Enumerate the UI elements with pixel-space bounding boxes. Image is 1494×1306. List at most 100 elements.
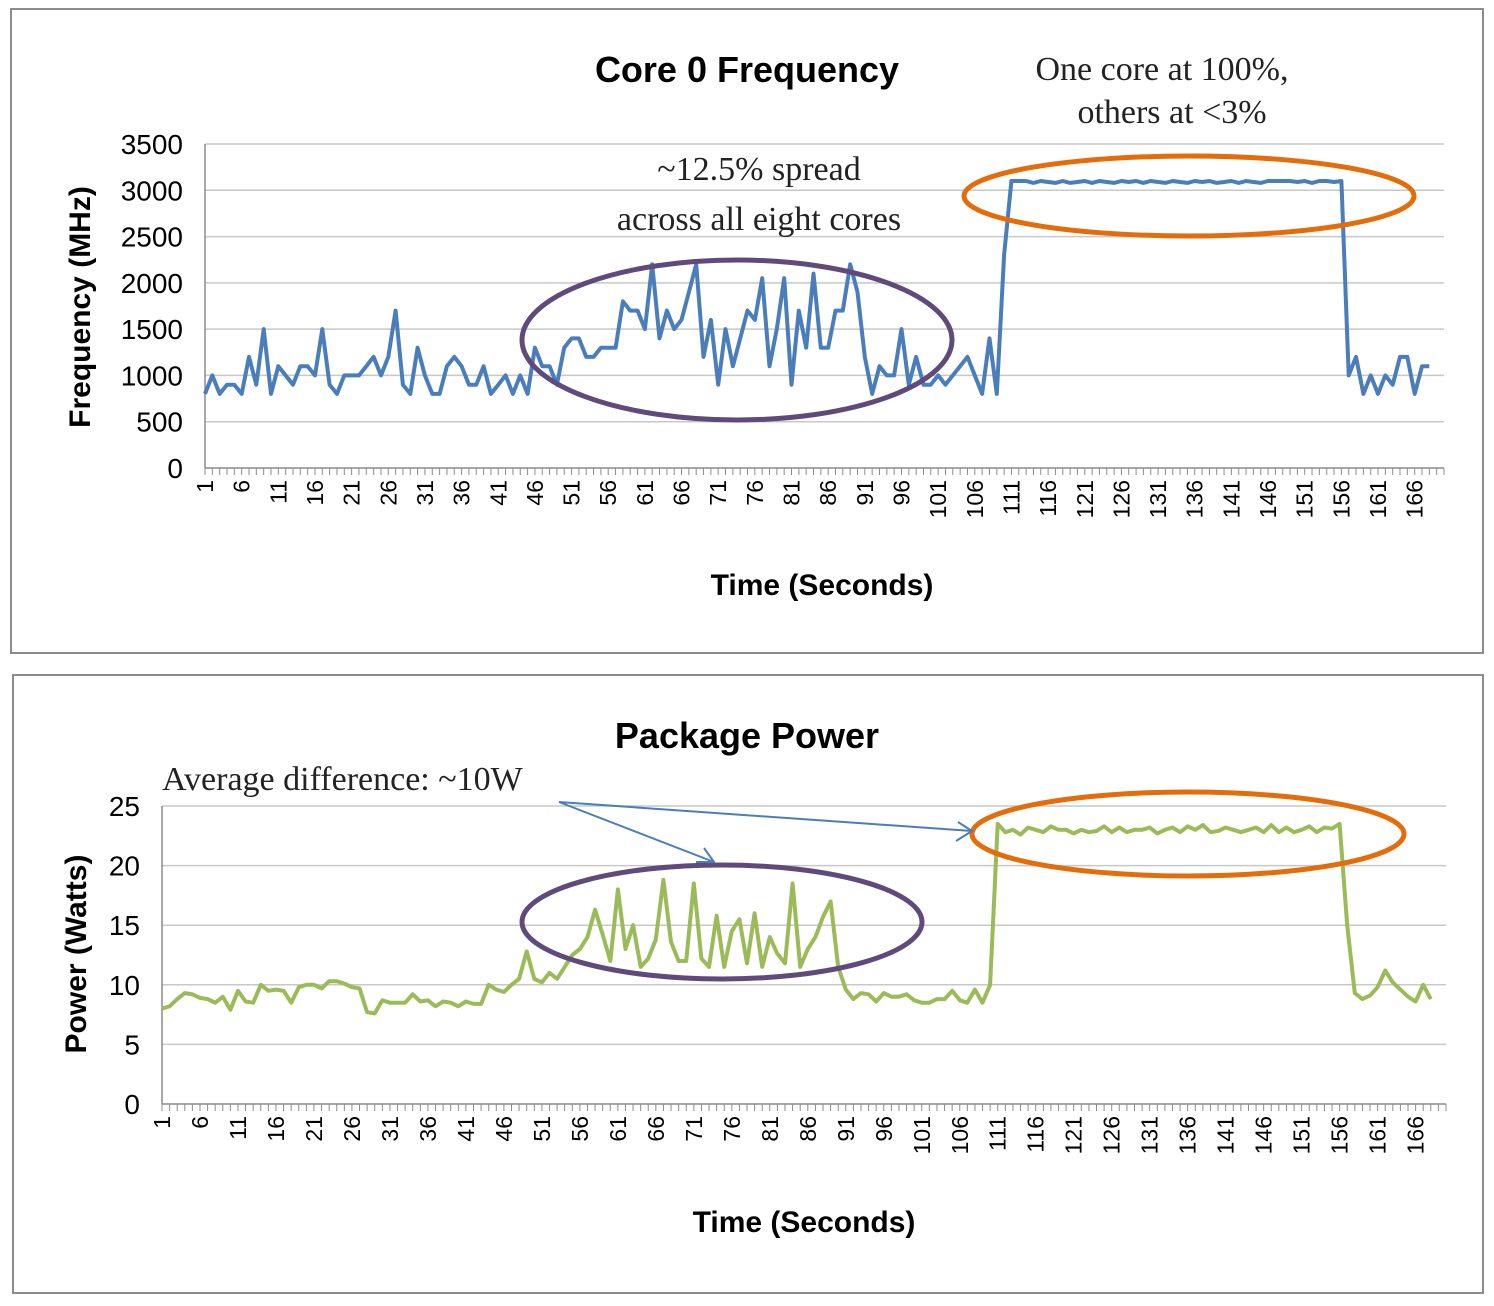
x-tick-label: 111 xyxy=(998,480,1024,515)
x-tick-label: 156 xyxy=(1327,1116,1353,1154)
power-chart: Package Power Power (Watts) Time (Second… xyxy=(60,715,1447,1239)
y-tick-label: 1000 xyxy=(121,360,183,391)
x-tick-label: 91 xyxy=(833,1116,859,1142)
x-tick-label: 21 xyxy=(301,1116,327,1142)
y-tick-label: 5 xyxy=(124,1029,140,1060)
annotation-ellipse-one-core xyxy=(961,153,1417,239)
frequency-series-line xyxy=(203,179,1430,396)
x-tick-label: 31 xyxy=(412,480,438,506)
y-axis-label: Power (Watts) xyxy=(60,855,93,1054)
x-tick-label: 81 xyxy=(779,480,805,506)
x-tick-label: 121 xyxy=(1072,480,1098,518)
chart-title: Core 0 Frequency xyxy=(595,49,899,90)
x-tick-label: 26 xyxy=(375,480,401,506)
x-tick-label: 86 xyxy=(815,480,841,506)
x-tick-label: 6 xyxy=(229,480,255,493)
annotation-spread-line1: ~12.5% spread xyxy=(657,151,860,188)
x-axis-label: Time (Seconds) xyxy=(693,1206,916,1239)
x-tick-label: 36 xyxy=(449,480,475,506)
annotation-average-difference: Average difference: ~10W xyxy=(162,761,524,798)
x-tick-label: 66 xyxy=(643,1116,669,1142)
x-tick-label: 91 xyxy=(852,480,878,506)
x-tick-label: 106 xyxy=(962,480,988,518)
x-tick-label: 46 xyxy=(522,480,548,506)
x-tick-label: 71 xyxy=(681,1116,707,1142)
x-tick-label: 11 xyxy=(225,1116,251,1140)
y-tick-label: 0 xyxy=(124,1089,140,1120)
chart-title: Package Power xyxy=(615,715,879,756)
x-tick-label: 166 xyxy=(1403,1116,1429,1154)
x-tick-label: 141 xyxy=(1213,1116,1239,1154)
x-tick-label: 16 xyxy=(263,1116,289,1142)
x-tick-label: 116 xyxy=(1023,1116,1049,1153)
x-tick-label: 141 xyxy=(1218,480,1244,518)
annotation-spread-line2: across all eight cores xyxy=(617,201,901,238)
x-tick-label: 151 xyxy=(1292,480,1318,518)
x-tick-label: 156 xyxy=(1328,480,1354,518)
power-series-line xyxy=(161,821,1433,1016)
x-tick-label: 86 xyxy=(795,1116,821,1142)
annotation-one-core-line2: others at <3% xyxy=(1077,94,1266,131)
x-tick-label: 81 xyxy=(757,1116,783,1142)
x-tick-label: 136 xyxy=(1182,480,1208,518)
y-tick-label: 3000 xyxy=(121,175,183,206)
power-chart-panel: Package Power Power (Watts) Time (Second… xyxy=(12,674,1484,1294)
y-tick-label: 25 xyxy=(109,791,140,822)
annotation-arrows xyxy=(558,801,974,863)
x-tick-label: 41 xyxy=(453,1116,479,1142)
y-tick-label: 20 xyxy=(109,851,140,882)
y-tick-label: 2000 xyxy=(121,268,183,299)
x-tick-label: 66 xyxy=(669,480,695,506)
x-tick-label: 126 xyxy=(1099,1116,1125,1154)
x-tick-label: 131 xyxy=(1145,480,1171,518)
x-tick-label: 126 xyxy=(1108,480,1134,518)
x-tick-label: 6 xyxy=(187,1116,213,1129)
y-tick-label: 2500 xyxy=(121,222,183,253)
x-tick-label: 61 xyxy=(632,480,658,506)
y-tick-label: 0 xyxy=(167,453,183,484)
frequency-chart-panel: Core 0 Frequency Frequency (MHz) Time (S… xyxy=(10,8,1484,654)
x-tick-label: 106 xyxy=(947,1116,973,1154)
frequency-chart: Core 0 Frequency Frequency (MHz) Time (S… xyxy=(64,49,1445,602)
x-tick-label: 101 xyxy=(925,480,951,518)
y-tick-label: 500 xyxy=(136,407,183,438)
annotation-one-core-line1: One core at 100%, xyxy=(1035,51,1288,88)
x-tick-label: 136 xyxy=(1175,1116,1201,1154)
annotation-ellipse-spread xyxy=(519,862,925,982)
x-tick-label: 131 xyxy=(1137,1116,1163,1154)
x-tick-label: 161 xyxy=(1365,1116,1391,1154)
x-tick-label: 61 xyxy=(605,1116,631,1142)
x-tick-label: 71 xyxy=(705,480,731,506)
x-tick-label: 146 xyxy=(1251,1116,1277,1154)
x-tick-label: 31 xyxy=(377,1116,403,1142)
annotation-ellipse-spread xyxy=(519,257,955,423)
x-tick-label: 11 xyxy=(265,480,291,504)
x-tick-label: 51 xyxy=(529,1116,555,1142)
x-tick-label: 96 xyxy=(888,480,914,506)
x-tick-label: 101 xyxy=(909,1116,935,1154)
x-tick-label: 96 xyxy=(871,1116,897,1142)
x-tick-label: 166 xyxy=(1402,480,1428,518)
x-tick-label: 146 xyxy=(1255,480,1281,518)
x-tick-label: 16 xyxy=(302,480,328,506)
x-tick-label: 21 xyxy=(339,480,365,506)
x-tick-label: 56 xyxy=(595,480,621,506)
x-tick-label: 26 xyxy=(339,1116,365,1142)
x-tick-label: 36 xyxy=(415,1116,441,1142)
y-tick-label: 3500 xyxy=(121,129,183,160)
x-tick-label: 1 xyxy=(149,1116,175,1129)
y-tick-label: 15 xyxy=(109,910,140,941)
x-tick-label: 56 xyxy=(567,1116,593,1142)
x-tick-label: 51 xyxy=(559,480,585,506)
x-tick-label: 121 xyxy=(1061,1116,1087,1154)
x-tick-label: 111 xyxy=(985,1116,1011,1151)
x-tick-label: 41 xyxy=(485,480,511,506)
annotation-ellipse-one-core xyxy=(969,789,1407,879)
y-tick-label: 10 xyxy=(109,970,140,1001)
y-axis-label: Frequency (MHz) xyxy=(64,186,97,428)
x-tick-label: 76 xyxy=(742,480,768,506)
x-tick-label: 161 xyxy=(1365,480,1391,518)
x-tick-label: 116 xyxy=(1035,480,1061,517)
y-tick-label: 1500 xyxy=(121,314,183,345)
x-tick-label: 76 xyxy=(719,1116,745,1142)
